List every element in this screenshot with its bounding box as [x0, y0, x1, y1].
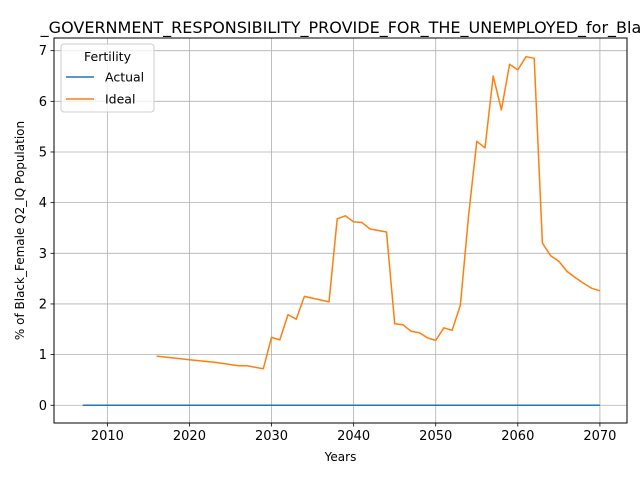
x-tick-label: 2030	[255, 429, 288, 444]
series-line-ideal	[157, 57, 600, 369]
x-tick-label: 2060	[501, 429, 534, 444]
legend-label-ideal: Ideal	[105, 92, 135, 107]
legend-title: Fertility	[84, 49, 132, 64]
y-tick-label: 2	[39, 297, 47, 312]
y-tick-label: 5	[39, 145, 47, 160]
x-tick-label: 2040	[337, 429, 370, 444]
series-lines	[83, 57, 600, 406]
y-tick-label: 6	[39, 95, 47, 110]
chart-title: _GOVERNMENT_RESPONSIBILITY_PROVIDE_FOR_T…	[40, 18, 640, 38]
y-tick-label: 3	[39, 247, 47, 262]
y-tick-label: 0	[39, 399, 47, 414]
x-tick-label: 2020	[173, 429, 206, 444]
y-tick-label: 7	[39, 44, 47, 59]
legend-label-actual: Actual	[105, 70, 144, 85]
y-tick-label: 1	[39, 348, 47, 363]
x-tick-label: 2010	[91, 429, 124, 444]
x-tick-label: 2050	[419, 429, 452, 444]
x-axis-label: Years	[324, 450, 357, 464]
y-tick-label: 4	[39, 196, 47, 211]
x-tick-label: 2070	[583, 429, 616, 444]
legend: Fertility Actual Ideal	[61, 44, 154, 112]
y-axis-label: % of Black_Female Q2_IQ Population	[13, 121, 27, 340]
